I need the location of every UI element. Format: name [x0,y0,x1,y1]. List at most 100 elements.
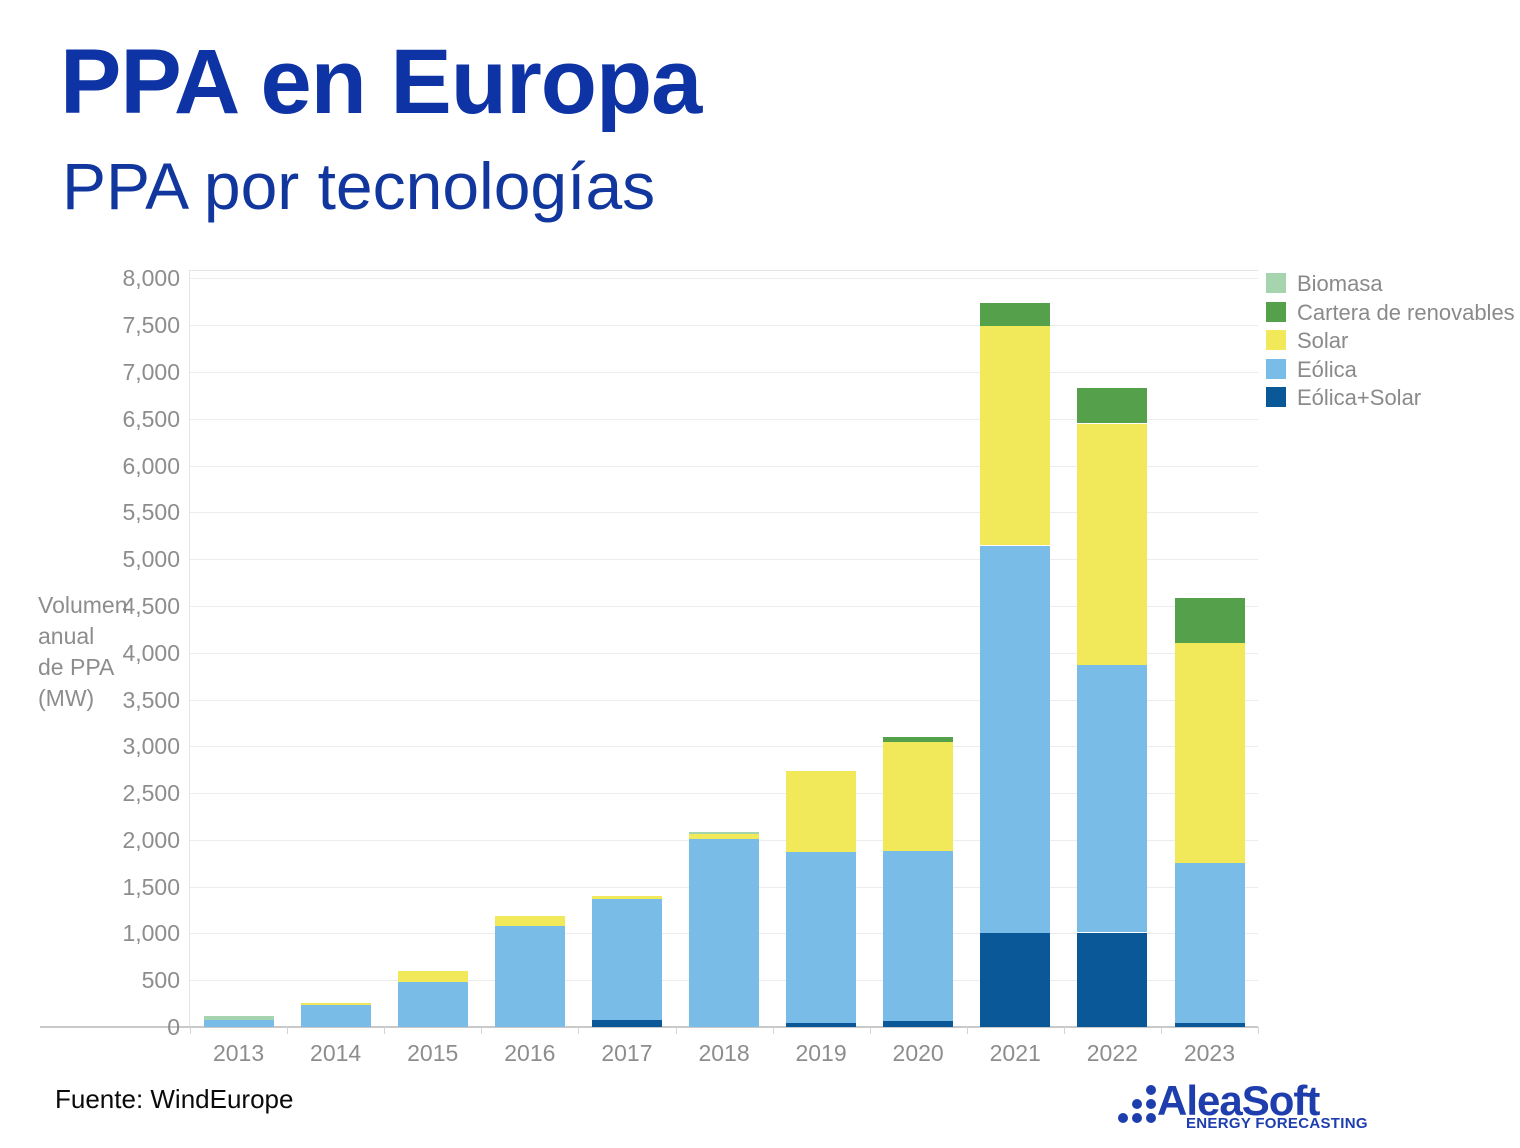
y-axis-label: 5,500 [122,499,180,526]
x-axis-label: 2022 [1086,1040,1138,1066]
y-axis-label: 2,500 [122,780,180,807]
bar-segment [786,1023,857,1027]
y-axis-title: Volumen [38,592,128,618]
bar-segment [786,771,857,852]
x-axis-tick [1258,1027,1259,1034]
logo-tagline: ENERGY FORECASTING [1186,1115,1368,1132]
logo-name: AleaSoft [1157,1077,1320,1124]
legend-swatch [1266,330,1286,351]
gridline [190,465,1258,467]
gridline [190,559,1258,561]
y-axis-label: 2,000 [122,826,180,853]
logo-dot [1132,1099,1142,1109]
y-axis-line [189,270,190,1027]
gridline [190,652,1258,654]
x-axis-tick [1160,1027,1162,1034]
bar-segment [980,933,1051,1027]
legend-swatch [1266,273,1286,293]
source-text: Fuente: WindEurope [55,1084,294,1114]
y-axis-label: 3,500 [122,686,180,713]
bar-segment [494,915,565,927]
logo-dot [1146,1099,1156,1109]
gridline [190,512,1258,514]
y-axis-title: de PPA [38,654,115,680]
gridline [190,372,1258,373]
bar-segment [883,1021,954,1027]
bar-segment [203,1015,274,1020]
bar-segment [786,852,857,1024]
x-axis-tick [384,1027,386,1034]
y-axis-label: 1,500 [122,873,180,900]
y-axis-label: 6,000 [122,452,180,479]
gridline [190,605,1258,607]
y-axis-label: 4,000 [122,639,180,666]
bar-segment [883,736,954,743]
gridline [190,699,1258,701]
x-axis-label: 2021 [989,1040,1041,1066]
x-axis-label: 2015 [407,1040,459,1066]
plot-top-border [189,270,1258,271]
legend-swatch [1266,387,1286,408]
bar-segment [591,1020,662,1027]
x-axis-label: 2014 [310,1040,362,1066]
y-axis-label: 500 [141,967,180,994]
bar-segment [883,742,954,852]
x-axis-label: 2019 [795,1040,847,1066]
gridline [190,278,1258,280]
y-axis-label: 5,000 [122,546,180,573]
bar-segment [591,895,662,899]
x-axis-label: 2018 [698,1040,750,1066]
bar-segment [1174,862,1245,1023]
logo-dot [1132,1113,1142,1123]
bar-segment [494,926,565,1027]
x-axis-tick [578,1027,580,1034]
gridline [190,793,1258,795]
x-axis-label: 2013 [212,1040,265,1066]
y-axis-label: 3,000 [122,733,180,760]
bar-segment [689,834,759,839]
x-axis-label: 2023 [1183,1040,1236,1066]
logo-dot [1146,1113,1156,1123]
x-axis-tick [966,1027,968,1034]
bar-segment [1174,643,1245,863]
bar-segment [397,970,468,982]
gridline [190,418,1258,420]
legend-swatch [1266,358,1286,379]
bar-segment [980,545,1051,933]
bar-segment [300,1004,371,1027]
y-axis-title: (MW) [38,685,95,711]
bar-segment [689,832,759,835]
bar-segment [1077,423,1148,666]
bar-segment [591,898,662,1020]
x-axis-tick [481,1027,483,1034]
x-axis-tick [190,1027,191,1034]
legend-label: Solar [1297,328,1349,354]
y-axis-label: 4,500 [122,592,180,619]
y-axis-label: 1,000 [122,920,180,947]
legend-label: Eólica [1297,356,1357,382]
x-axis-tick [772,1027,774,1034]
y-axis-label: 8,000 [122,265,180,292]
legend-swatch [1266,301,1286,322]
logo-dot [1118,1113,1128,1123]
bar-segment [1077,665,1148,933]
bar-segment [980,326,1051,546]
y-axis-title: anual [38,623,95,649]
bar-segment [689,838,759,1027]
legend-label: Cartera de renovables [1297,299,1515,325]
bar-segment [1174,598,1245,644]
bar-segment [980,302,1051,327]
x-axis-line [40,1026,1258,1028]
gridline [190,325,1258,327]
bar-segment [883,851,954,1022]
y-axis-label: 7,500 [122,312,180,339]
bar-segment [300,1002,371,1005]
bar-segment [397,981,468,1027]
bar-segment [1077,387,1148,424]
x-axis-tick [869,1027,871,1034]
legend-label: Eólica+Solar [1297,385,1422,411]
gridline [190,746,1258,748]
bar-segment [203,1020,274,1027]
